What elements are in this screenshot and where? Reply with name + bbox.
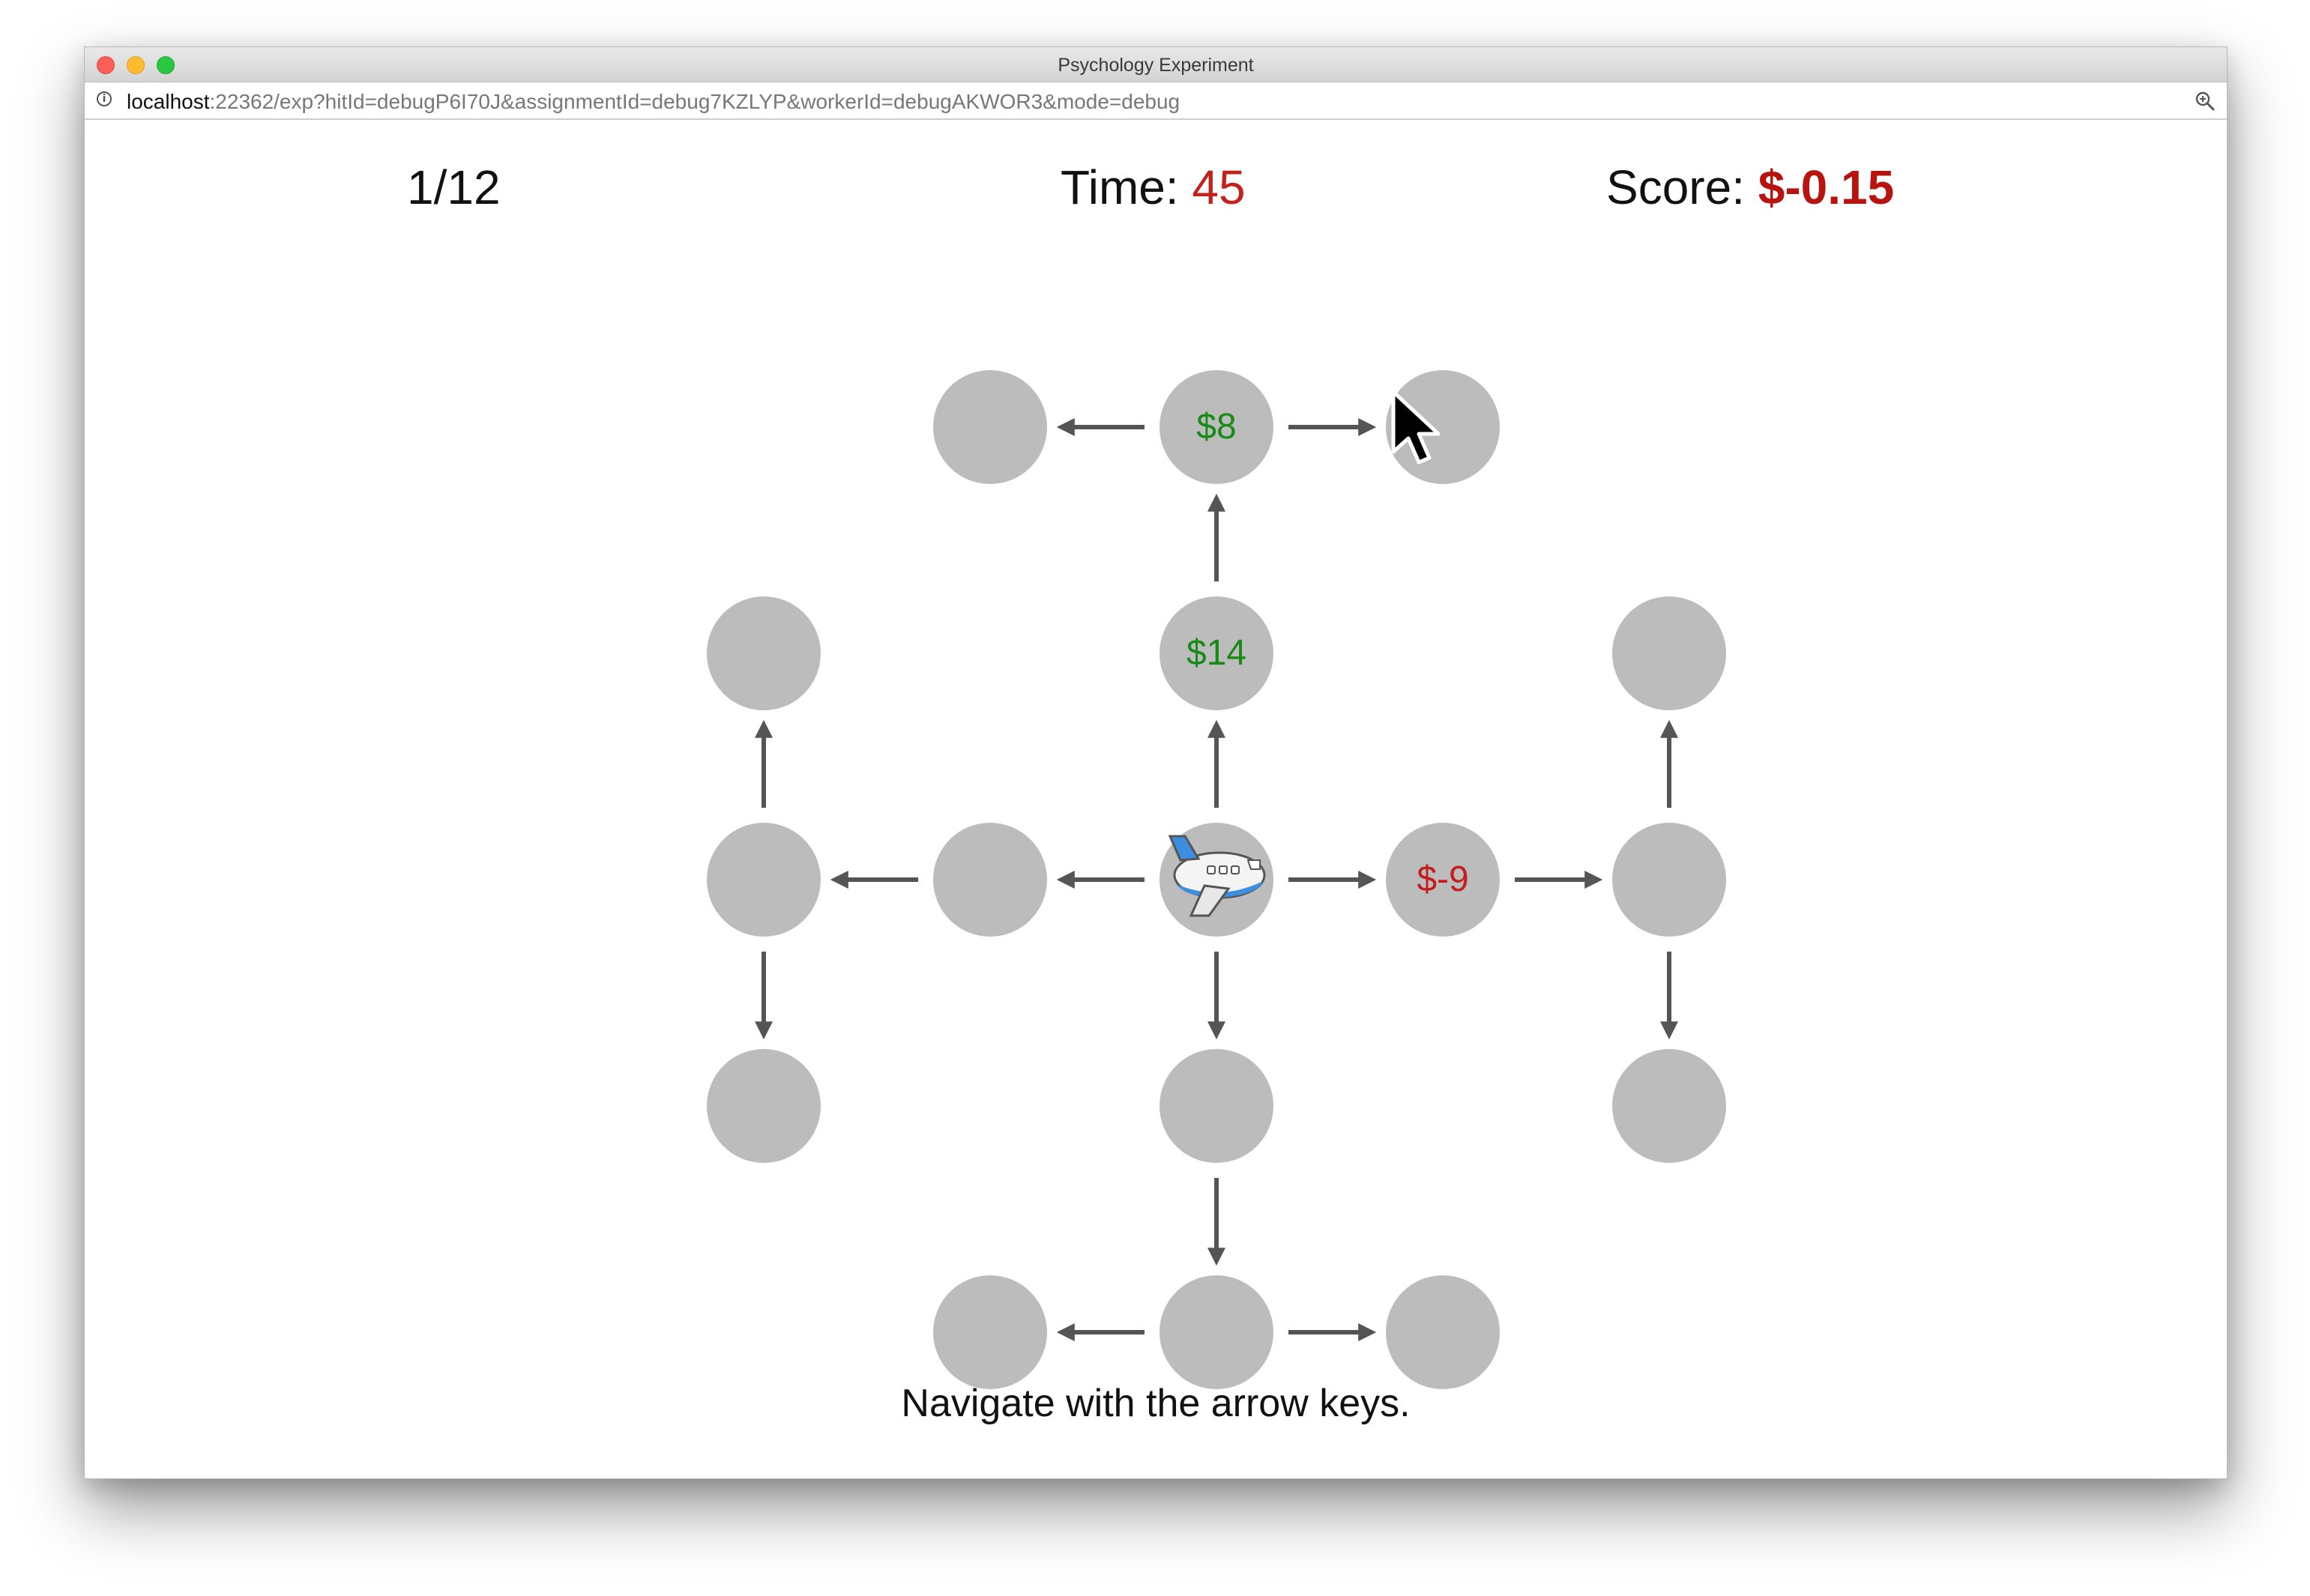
title-bar: Psychology Experiment [85, 47, 2227, 82]
state-node [707, 1049, 821, 1163]
trial-counter: 1/12 [407, 160, 501, 214]
state-node [933, 1275, 1047, 1389]
url-host: localhost [127, 90, 210, 113]
score-value: $-0.15 [1758, 160, 1895, 214]
arrow-layer [755, 418, 1678, 1341]
mouse-cursor-icon [1391, 390, 1441, 465]
state-node [1612, 596, 1726, 710]
maximize-window-button[interactable] [157, 56, 175, 74]
state-node: $-9 [1386, 823, 1500, 937]
window-title: Psychology Experiment [1058, 55, 1254, 76]
info-icon[interactable]: i [97, 91, 112, 106]
state-node [1386, 1275, 1500, 1389]
url-text[interactable]: localhost:22362/exp?hitId=debugP6I70J&as… [127, 90, 1180, 114]
state-node: $14 [1159, 596, 1273, 710]
time-value: 45 [1192, 160, 1246, 214]
minimize-window-button[interactable] [127, 56, 145, 74]
instruction-text: Navigate with the arrow keys. [901, 1382, 1411, 1425]
state-node [707, 823, 821, 937]
state-node: $8 [1159, 370, 1273, 484]
close-window-button[interactable] [97, 56, 115, 74]
state-node [1159, 1049, 1273, 1163]
state-node [707, 596, 821, 710]
player-node [1159, 823, 1273, 937]
time-display: Time: 45 [1061, 160, 1246, 215]
browser-window: Psychology Experiment i localhost:22362/… [84, 46, 2228, 1479]
url-path: :22362/exp?hitId=debugP6I70J&assignmentI… [209, 90, 1180, 113]
score-label: Score: [1606, 160, 1758, 214]
airplane-icon [1168, 835, 1266, 917]
score-display: Score: $-0.15 [1606, 160, 1894, 215]
address-bar[interactable]: i localhost:22362/exp?hitId=debugP6I70J&… [85, 82, 2227, 120]
state-node [933, 823, 1047, 937]
state-node [1612, 823, 1726, 937]
zoom-icon[interactable] [2194, 90, 2216, 112]
state-node [933, 370, 1047, 484]
state-node [1159, 1275, 1273, 1389]
state-node [1612, 1049, 1726, 1163]
time-label: Time: [1061, 160, 1192, 214]
